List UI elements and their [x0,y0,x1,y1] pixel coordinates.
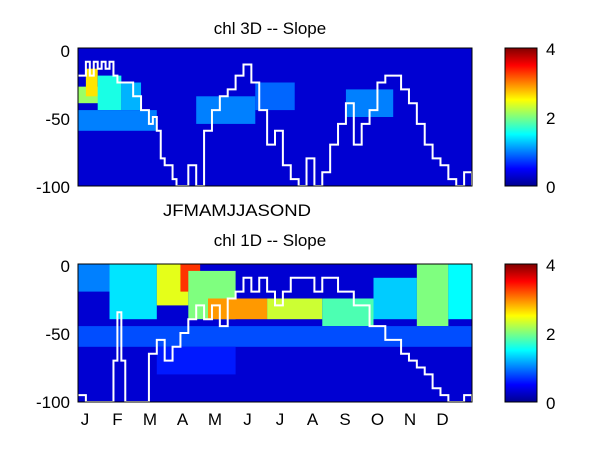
panel2-month-label-7: A [307,410,319,429]
panel2-heat-cell-5 [208,298,268,320]
panel2-month-label-2: M [143,410,157,429]
panel2-heat-cell-10 [448,264,472,320]
panel2-ytick-0: 0 [61,257,70,276]
panel2-heat-cell-11 [78,326,472,347]
panel2-heat-cell-7 [322,298,374,327]
panel2-frame [77,263,473,403]
panel2-heat-cell-9 [416,264,449,327]
panel2-heat-cell-0 [78,264,110,292]
panel1-heat-cell-2 [97,75,122,111]
panel2-heat-cell-6 [267,298,323,320]
panel1-heat-cell-5 [196,96,256,124]
panel2-month-label-5: J [243,410,252,429]
panel1-ytick-100: -100 [36,178,70,197]
panel1-colorbar [504,47,538,187]
panel2-month-label-8: S [339,410,350,429]
panel2-cbtick-2: 2 [546,325,555,344]
panel1-cbtick-0: 0 [546,178,555,197]
panel2-month-label-11: D [436,410,448,429]
panel2-heat-cell-1 [109,264,157,320]
panel2-month-label-6: J [276,410,285,429]
panel2-cbtick-0: 0 [546,394,555,413]
panel1-ytick-50: -50 [45,110,70,129]
panel2-ytick-100: -100 [36,393,70,412]
panel2-cbtick-4: 4 [546,256,555,275]
panel2-month-label-3: A [177,410,189,429]
panel2-colorbar [504,263,538,403]
panel2-title: chl 1D -- Slope [214,231,326,250]
panel2-month-label-1: F [112,410,122,429]
panel1-heat-cell-6 [255,82,295,111]
panel1-frame [77,47,473,187]
panel2-month-label-9: O [371,410,384,429]
panel1-title: chl 3D -- Slope [214,19,326,38]
panel2-month-label-10: N [404,410,416,429]
panel2-plot-area [77,263,473,403]
panel1-heat-cell-4 [78,110,157,131]
panel1-cbtick-2: 2 [546,109,555,128]
panel1-cbtick-4: 4 [546,40,555,59]
panel1-plot-area [77,47,473,187]
panel1-heat-cell-1 [85,68,98,97]
panel2-month-label-0: J [81,410,90,429]
panel1-month-labels: JFMAMJJASOND [163,201,311,220]
panel1-mld-line [78,60,473,187]
panel2-month-label-4: M [208,410,222,429]
panel1-ytick-0: 0 [61,42,70,61]
panel1-heat-cell-3 [121,82,142,111]
panel2-heat-cell-8 [373,277,417,320]
panel2-ytick-50: -50 [45,325,70,344]
